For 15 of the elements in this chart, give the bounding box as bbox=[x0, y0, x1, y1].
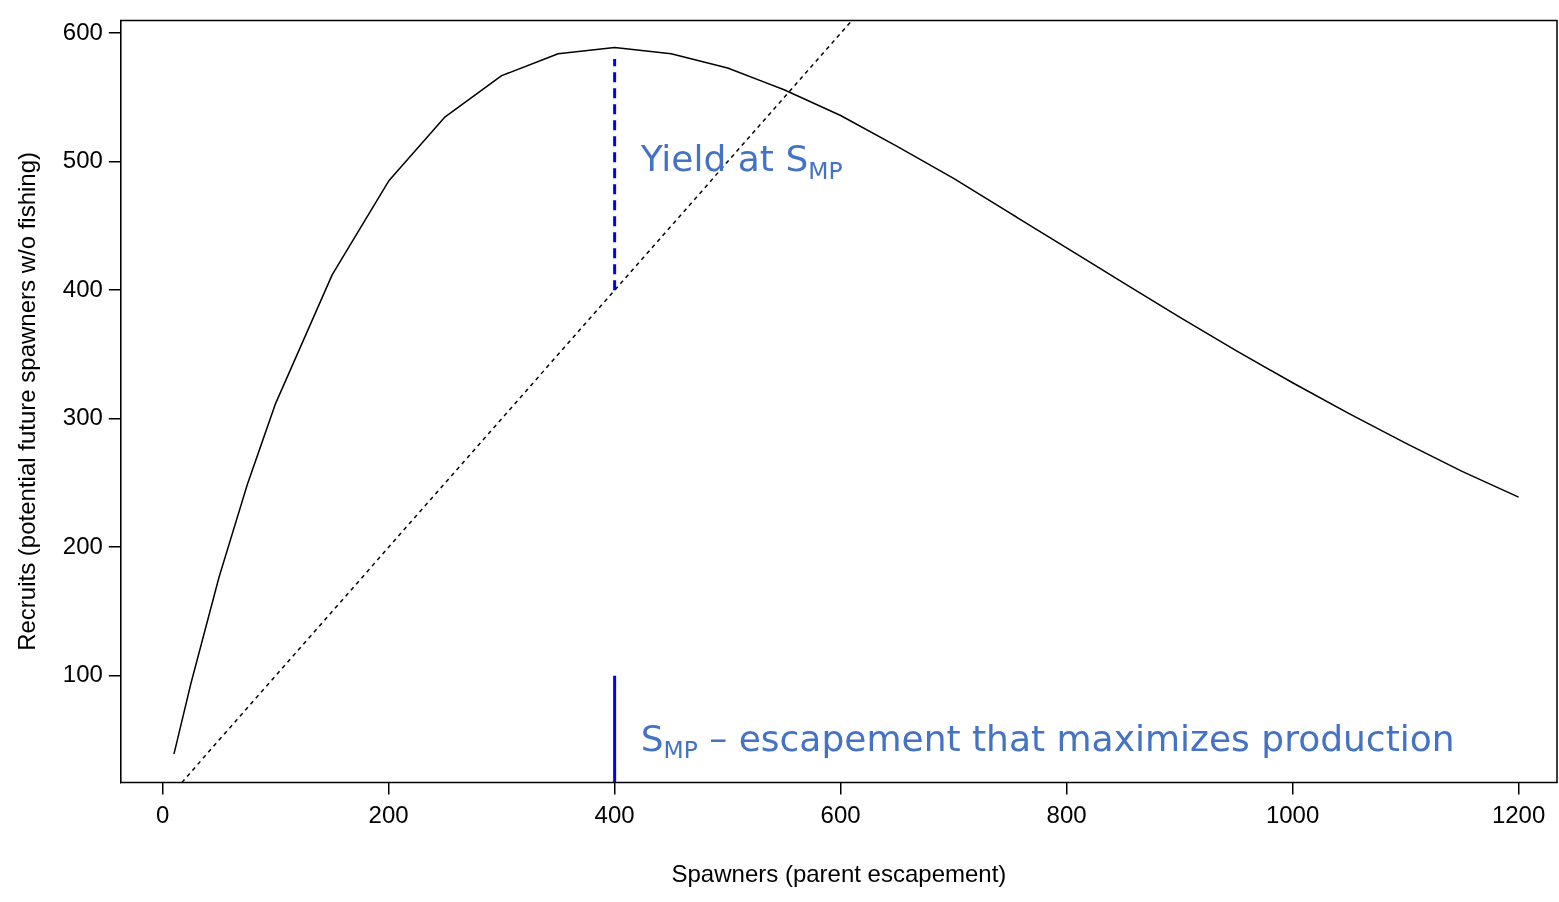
y-tick-label: 600 bbox=[62, 17, 103, 45]
x-tick-label: 400 bbox=[594, 801, 635, 829]
y-tick-label: 100 bbox=[62, 660, 103, 688]
x-tick-label: 600 bbox=[820, 801, 861, 829]
y-tick-label: 200 bbox=[62, 531, 103, 559]
y-tick-label: 500 bbox=[62, 146, 103, 174]
x-axis-title: Spawners (parent escapement) bbox=[671, 860, 1007, 888]
x-tick-label: 1200 bbox=[1491, 801, 1546, 829]
x-tick-label: 1000 bbox=[1265, 801, 1320, 829]
y-tick-label: 300 bbox=[62, 403, 103, 431]
y-axis-title: Recruits (potential future spawners w/o fishing) bbox=[13, 151, 41, 651]
x-tick-label: 800 bbox=[1046, 801, 1087, 829]
x-tick-label: 0 bbox=[155, 801, 170, 829]
y-tick-label: 400 bbox=[62, 274, 103, 302]
x-tick-label: 200 bbox=[368, 801, 409, 829]
